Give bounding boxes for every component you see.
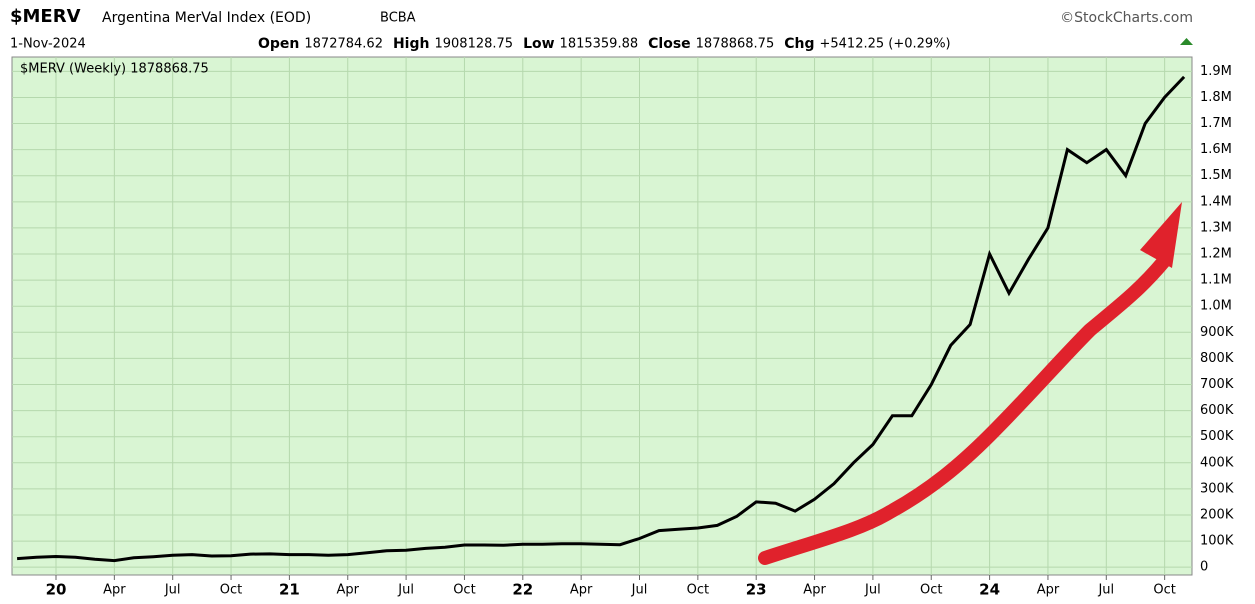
y-tick-label: 800K [1200, 351, 1234, 366]
x-tick-label: Jul [1097, 583, 1114, 598]
legend: $MERV (Weekly) 1878868.75 [20, 62, 209, 77]
x-tick-label: 24 [979, 581, 1000, 599]
y-tick-label: 500K [1200, 429, 1234, 444]
x-tick-label: 20 [46, 581, 67, 599]
credit: ©StockCharts.com [1060, 10, 1193, 26]
x-tick-label: Apr [103, 583, 126, 598]
x-tick-label: Jul [864, 583, 881, 598]
annotation-arrowhead [1140, 202, 1182, 268]
quote-label: Close [648, 36, 691, 52]
quote-value: +5412.25 (+0.29%) [820, 37, 951, 52]
y-tick-label: 200K [1200, 507, 1234, 522]
y-tick-label: 1.5M [1200, 168, 1232, 183]
x-tick-label: Jul [397, 583, 414, 598]
quote-label: High [393, 36, 430, 52]
x-tick-label: Jul [631, 583, 648, 598]
x-tick-label: Apr [803, 583, 826, 598]
date: 1-Nov-2024 [10, 37, 86, 52]
quote-label: Low [523, 36, 555, 52]
y-tick-label: 1.1M [1200, 273, 1232, 288]
y-tick-label: 1.4M [1200, 194, 1232, 209]
x-tick-label: Apr [1037, 583, 1060, 598]
y-tick-label: 0 [1200, 560, 1208, 575]
quote-value: 1872784.62 [304, 37, 383, 52]
x-tick-label: Oct [687, 583, 709, 598]
quote-value: 1878868.75 [696, 37, 775, 52]
y-tick-label: 1.7M [1200, 116, 1232, 131]
chart-body: 0 100K 200K 300K 400K 500K 600K 700K 800K 900K 1.0… [12, 57, 1234, 599]
x-tick-label: Oct [453, 583, 475, 598]
x-tick-label: 22 [512, 581, 533, 599]
index-name: Argentina MerVal Index (EOD) [102, 10, 311, 26]
x-tick-label: Oct [220, 583, 242, 598]
quote-value: 1908128.75 [434, 37, 513, 52]
y-tick-label: 900K [1200, 325, 1234, 340]
price-line [16, 75, 1186, 563]
quote-row: Open 1872784.62 High 1908128.75 Low 1815359.8… [258, 36, 951, 52]
y-tick-label: 1.9M [1200, 64, 1232, 79]
quote-label: Open [258, 36, 299, 52]
quote-label: Chg [784, 36, 814, 52]
y-tick-label: 1.3M [1200, 220, 1232, 235]
y-tick-label: 1.8M [1200, 90, 1232, 105]
quote-value: 1815359.88 [560, 37, 639, 52]
up-arrow [1180, 38, 1193, 45]
y-tick-label: 100K [1200, 534, 1234, 549]
x-tick-label: 21 [279, 581, 300, 599]
plot-area [11, 56, 1193, 576]
y-tick-label: 400K [1200, 455, 1234, 470]
x-tick-label: Oct [920, 583, 942, 598]
annotation-arrow [758, 253, 1172, 565]
y-tick-label: 1.0M [1200, 299, 1232, 314]
y-tick-label: 1.6M [1200, 142, 1232, 157]
x-tick-label: Jul [164, 583, 181, 598]
symbol: $MERV [10, 6, 81, 27]
x-tick-label: 23 [746, 581, 767, 599]
exchange: BCBA [380, 11, 416, 26]
y-tick-label: 300K [1200, 481, 1234, 496]
x-tick-label: Oct [1153, 583, 1175, 598]
x-tick-label: Apr [570, 583, 593, 598]
y-tick-label: 1.2M [1200, 247, 1232, 262]
y-tick-label: 700K [1200, 377, 1234, 392]
x-tick-label: Apr [337, 583, 360, 598]
y-tick-label: 600K [1200, 403, 1234, 418]
